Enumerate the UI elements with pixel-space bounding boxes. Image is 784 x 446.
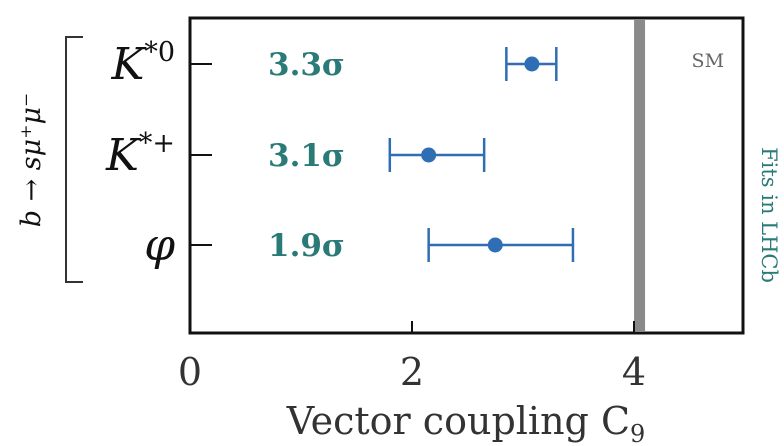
row-label-superscript: *+ xyxy=(139,128,175,159)
x-tick-label: 0 xyxy=(178,350,202,394)
significance-label: 3.3σ xyxy=(268,47,345,83)
side-label: Fits in LHCb xyxy=(757,147,781,283)
sm-label: SM xyxy=(692,50,724,72)
data-point xyxy=(487,237,503,253)
significance-labels: 3.3σ 3.1σ 1.9σ xyxy=(268,47,345,264)
group-label: b → sμ⁺μ⁻ xyxy=(16,93,47,228)
plot-frame xyxy=(188,16,745,335)
x-axis-label-subscript: 9 xyxy=(630,420,645,446)
x-tick-label: 2 xyxy=(400,350,424,394)
significance-label: 3.1σ xyxy=(268,138,345,174)
data-points xyxy=(388,47,575,262)
row-labels: K*0K*+φ xyxy=(105,37,175,271)
x-axis-label: Vector coupling C9 xyxy=(286,399,646,446)
row-label-base: K xyxy=(110,39,146,90)
data-point xyxy=(421,147,437,163)
x-axis-label-main: Vector coupling C xyxy=(286,399,630,443)
data-point xyxy=(524,56,540,72)
row-label-base: K xyxy=(105,130,141,181)
group-bracket xyxy=(65,36,83,283)
significance-label: 1.9σ xyxy=(268,228,345,264)
y-axis-ticks xyxy=(190,63,212,246)
row-label: K*0 xyxy=(110,37,175,90)
row-label-superscript: *0 xyxy=(144,37,175,68)
row-label-base: φ xyxy=(144,220,175,271)
row-label: K*+ xyxy=(105,128,175,181)
x-tick-label: 4 xyxy=(622,350,646,394)
row-label: φ xyxy=(144,220,175,271)
x-axis-ticks: 0 2 4 xyxy=(178,321,646,394)
